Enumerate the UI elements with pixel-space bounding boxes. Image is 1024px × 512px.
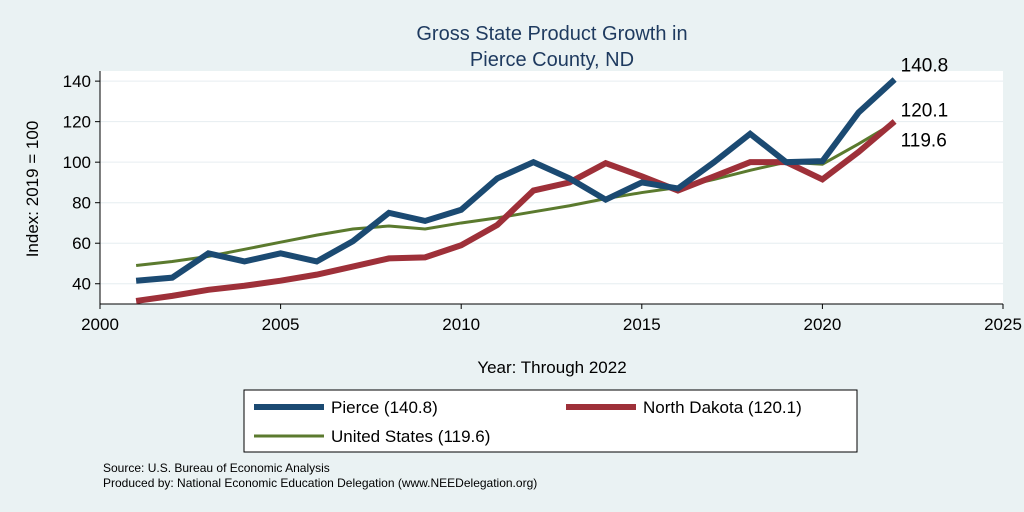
y-tick-label: 120 <box>63 113 91 132</box>
end-label-united-states: 119.6 <box>901 130 947 151</box>
legend-label-pierce: Pierce (140.8) <box>331 398 438 417</box>
series-lines <box>135 77 897 304</box>
end-label-north-dakota: 120.1 <box>901 100 949 121</box>
y-tick-label: 80 <box>72 194 91 213</box>
end-label-pierce: 140.8 <box>901 56 949 77</box>
produced-by-note: Produced by: National Economic Education… <box>103 476 537 490</box>
series-line-north-dakota <box>135 119 897 304</box>
legend: Pierce (140.8) North Dakota (120.1) United… <box>243 389 858 453</box>
legend-box <box>243 389 858 453</box>
end-labels: 140.8 120.1 119.6 <box>901 56 949 152</box>
series-line-united-states <box>135 121 896 267</box>
series-line-pierce <box>135 77 897 284</box>
x-tick-label: 2020 <box>803 315 841 334</box>
y-tick-label: 100 <box>63 153 91 172</box>
legend-label-united-states: United States (119.6) <box>331 427 490 446</box>
chart-title-line-1: Gross State Product Growth in <box>416 23 687 45</box>
x-tick-label: 2015 <box>623 315 661 334</box>
legend-label-north-dakota: North Dakota (120.1) <box>643 398 802 417</box>
y-tick-label: 40 <box>72 275 91 294</box>
x-tick-label: 2000 <box>81 315 119 334</box>
chart-title-line-2: Pierce County, ND <box>470 49 634 71</box>
axes: 40 60 80 100 120 140 2000 2005 2010 2015 2020 2025 <box>63 71 1022 334</box>
x-axis-label: Year: Through 2022 <box>477 358 626 377</box>
y-tick-label: 60 <box>72 234 91 253</box>
x-tick-label: 2010 <box>442 315 480 334</box>
x-tick-label: 2025 <box>984 315 1022 334</box>
source-note: Source: U.S. Bureau of Economic Analysis <box>103 461 330 475</box>
chart-title: Gross State Product Growth in Pierce Cou… <box>416 23 687 71</box>
y-axis-label: Index: 2019 = 100 <box>23 121 42 258</box>
x-tick-label: 2005 <box>262 315 300 334</box>
y-tick-label: 140 <box>63 72 91 91</box>
